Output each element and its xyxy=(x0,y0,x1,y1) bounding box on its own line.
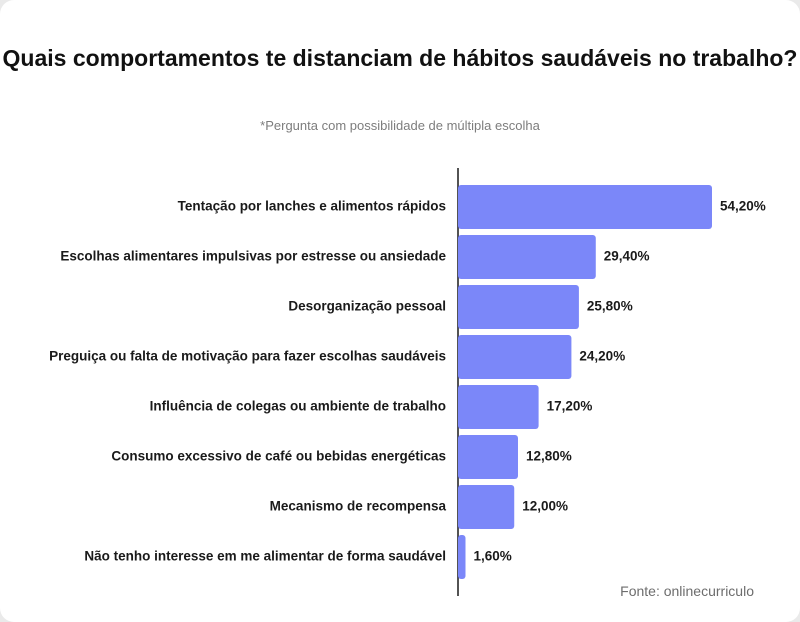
category-label: Mecanismo de recompensa xyxy=(270,499,447,514)
bar xyxy=(458,435,518,479)
category-label: Influência de colegas ou ambiente de tra… xyxy=(150,399,446,414)
chart-title: Quais comportamentos te distanciam de há… xyxy=(2,45,798,71)
chart-subtitle: *Pergunta com possibilidade de múltipla … xyxy=(260,118,540,133)
category-label: Não tenho interesse em me alimentar de f… xyxy=(84,549,446,564)
data-label: 12,80% xyxy=(526,449,572,464)
data-label: 1,60% xyxy=(473,549,511,564)
bar xyxy=(458,185,712,229)
category-label: Escolhas alimentares impulsivas por estr… xyxy=(60,249,446,264)
data-label: 25,80% xyxy=(587,299,633,314)
data-label: 54,20% xyxy=(720,199,766,214)
bar xyxy=(458,285,579,329)
source-note: Fonte: onlinecurriculo xyxy=(620,583,754,599)
category-label: Consumo excessivo de café ou bebidas ene… xyxy=(111,449,446,464)
bar xyxy=(458,535,466,579)
bar xyxy=(458,385,539,429)
data-label: 24,20% xyxy=(579,349,625,364)
category-label: Desorganização pessoal xyxy=(288,299,446,314)
bar xyxy=(458,485,515,529)
category-label: Preguiça ou falta de motivação para faze… xyxy=(49,349,446,364)
data-label: 17,20% xyxy=(547,399,593,414)
bar xyxy=(458,335,572,379)
bar xyxy=(458,235,596,279)
category-label: Tentação por lanches e alimentos rápidos xyxy=(178,199,446,214)
data-label: 12,00% xyxy=(522,499,568,514)
data-label: 29,40% xyxy=(604,249,650,264)
